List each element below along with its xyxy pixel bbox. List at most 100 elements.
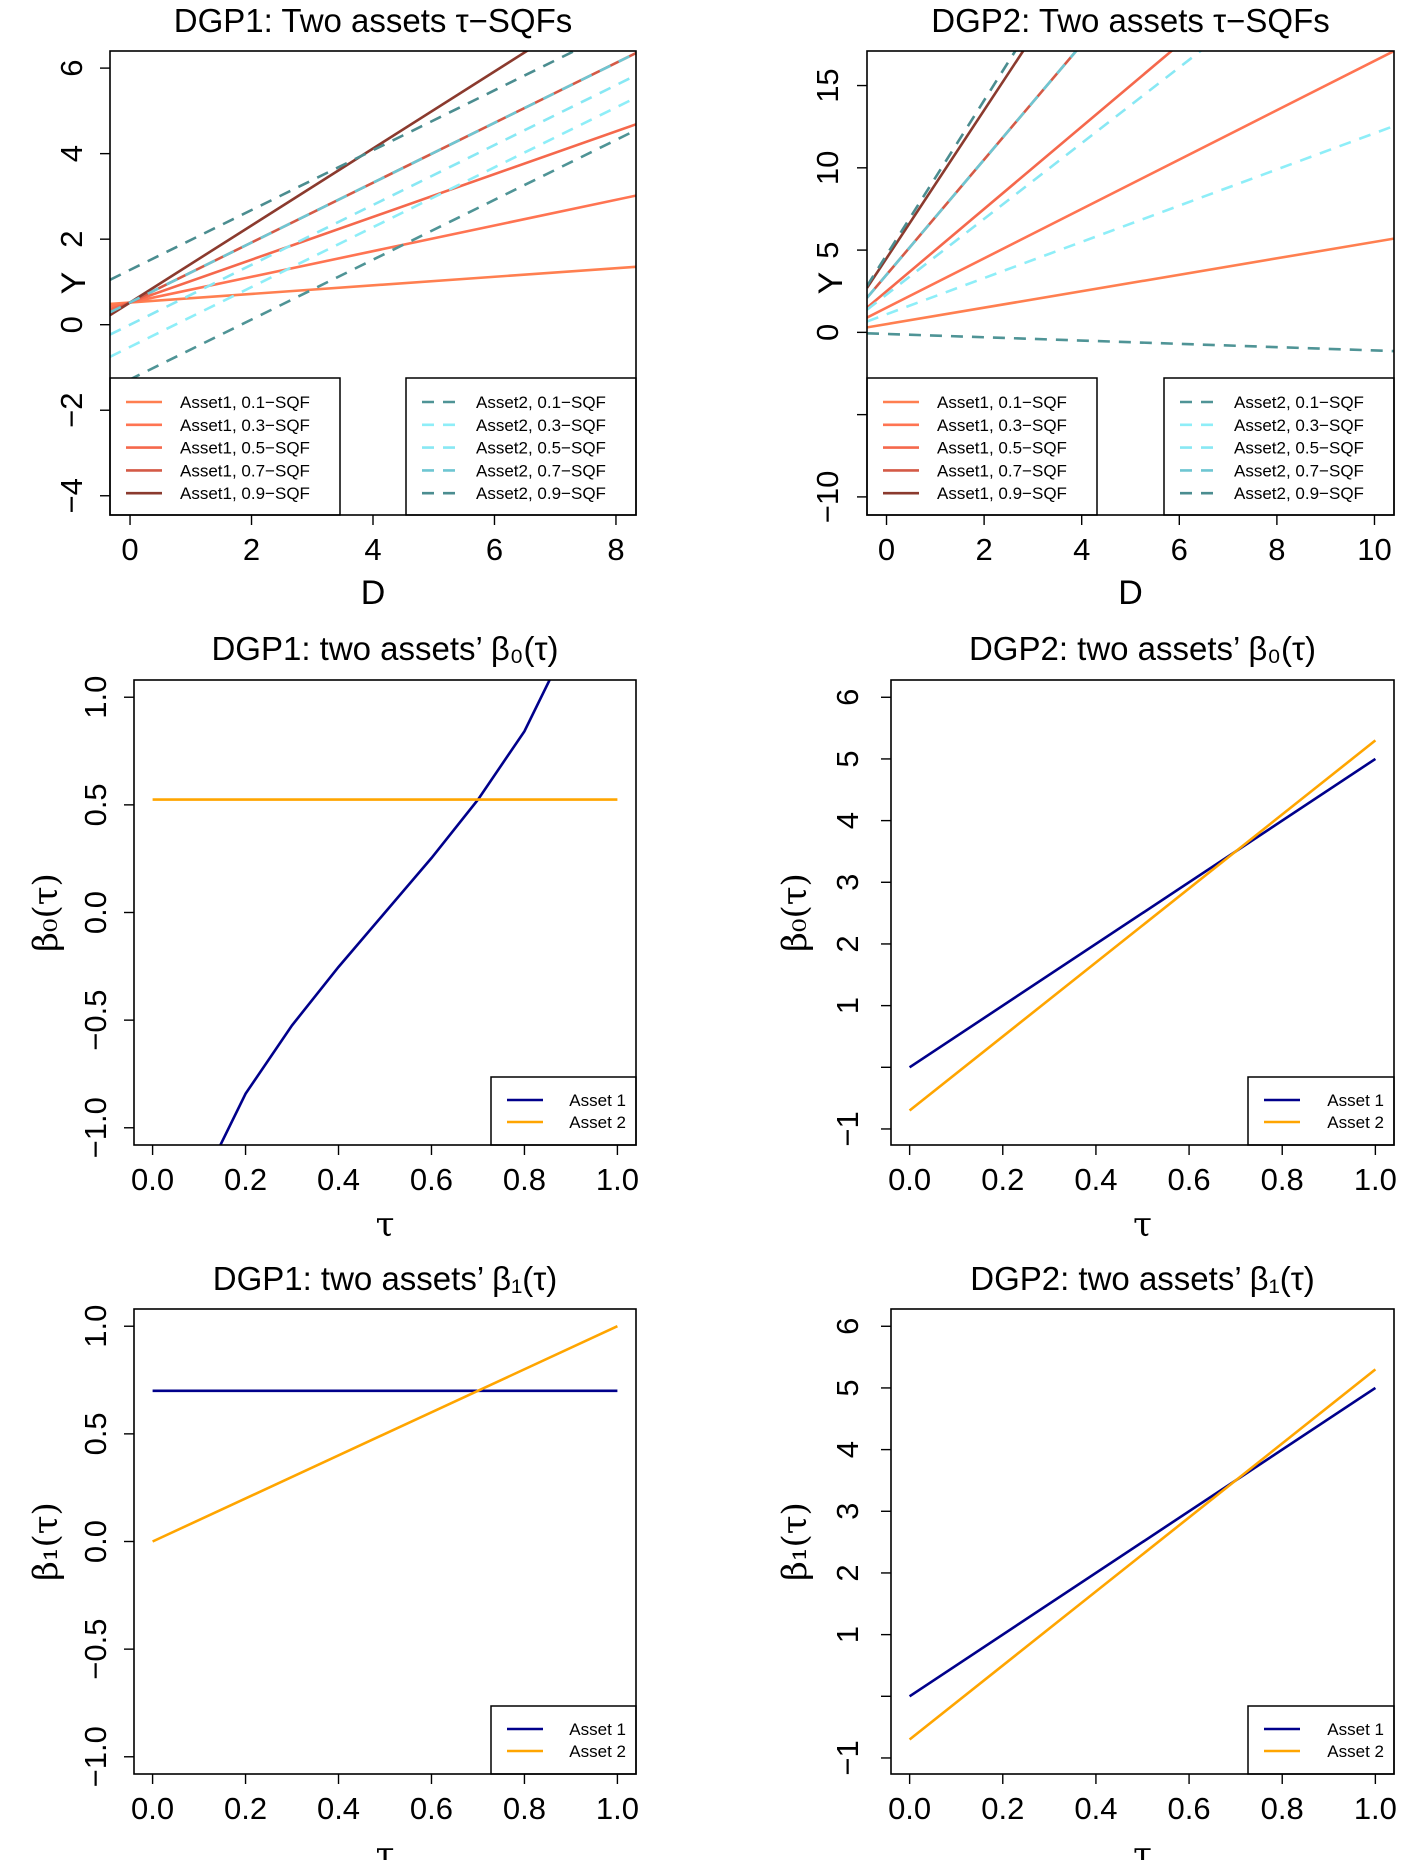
y-tick-label: 6 — [830, 1318, 865, 1335]
x-tick-label: 0.2 — [224, 1791, 267, 1826]
legend-label: Asset2, 0.3−SQF — [476, 416, 606, 435]
x-tick-label: 0.2 — [224, 1162, 267, 1197]
plot-frame — [866, 50, 1395, 516]
series-line-9 — [110, 51, 636, 314]
y-tick-label: 5 — [830, 750, 865, 767]
y-axis-label: Y — [55, 272, 93, 295]
legend-label: Asset1, 0.5−SQF — [180, 439, 310, 458]
legend-label: Asset2, 0.3−SQF — [1234, 416, 1364, 435]
legend-1: Asset 1 Asset 2 — [1247, 1705, 1395, 1775]
x-tick-label: 1.0 — [1354, 1791, 1397, 1826]
series-line-2 — [867, 51, 1394, 319]
y-axis: −10 0 5 10 15 Y — [810, 68, 867, 523]
legend-item: Asset 2 — [1264, 1742, 1384, 1761]
series-line-9 — [867, 51, 1078, 299]
legend-label: Asset2, 0.9−SQF — [476, 484, 606, 503]
y-axis-label: Y — [812, 272, 850, 295]
legend-label: Asset2, 0.9−SQF — [1234, 484, 1364, 503]
x-axis: 0.0 0.2 0.4 0.6 0.8 1.0 τ — [888, 1145, 1397, 1245]
chart-title: DGP2: two assets’ β₀(τ) — [969, 630, 1316, 667]
legend-box — [1247, 1076, 1395, 1146]
y-tick-label: 1.0 — [78, 1305, 113, 1348]
y-tick-label: −1 — [830, 1740, 865, 1775]
series-line-2 — [908, 739, 1377, 1112]
y-axis: −4 −2 0 2 4 6 Y — [54, 59, 110, 513]
y-tick-label: 1 — [830, 997, 865, 1014]
x-tick-label: 0.6 — [410, 1162, 453, 1197]
y-tick-label: −4 — [54, 478, 89, 513]
panel-5: DGP1: two assets’ β₁(τ) Asset 1 Asset 2 0.0… — [26, 1260, 639, 1860]
y-tick-label: 5 — [830, 1379, 865, 1396]
y-tick-label: 0.0 — [78, 891, 113, 934]
y-tick-label: 2 — [830, 1564, 865, 1581]
y-tick-label: 0 — [810, 324, 845, 341]
y-tick-label: 4 — [54, 145, 89, 162]
chart-title: DGP2: Two assets τ−SQFs — [931, 2, 1329, 39]
legend-item: Asset2, 0.3−SQF — [1180, 416, 1364, 435]
y-axis: −1 1 2 3 4 5 6 β₀(τ) — [775, 689, 891, 1147]
series-line-1 — [908, 757, 1377, 1069]
y-tick-label: 15 — [810, 68, 845, 102]
x-tick-label: 0.2 — [981, 1162, 1024, 1197]
series-line-1 — [867, 237, 1394, 329]
legend-item: Asset1, 0.3−SQF — [883, 416, 1067, 435]
legend-label: Asset2, 0.7−SQF — [476, 461, 606, 480]
legend-label: Asset2, 0.7−SQF — [1234, 461, 1364, 480]
legend-item: Asset 1 — [1264, 1091, 1384, 1110]
legend-label: Asset 1 — [569, 1720, 626, 1739]
series-line-10 — [110, 51, 578, 281]
y-tick-label: −10 — [810, 471, 845, 524]
legend-box — [490, 1705, 637, 1775]
panel-6: DGP2: two assets’ β₁(τ) Asset 1 Asset 2 0.0… — [775, 1260, 1397, 1860]
legend-label: Asset1, 0.9−SQF — [180, 484, 310, 503]
legend-label: Asset1, 0.1−SQF — [180, 393, 310, 412]
x-tick-label: 6 — [1171, 532, 1188, 567]
chart-title: DGP1: two assets’ β₁(τ) — [213, 1260, 558, 1297]
series-line-10 — [867, 51, 1017, 287]
y-axis-label: β₀(τ) — [26, 873, 66, 952]
legend-item: Asset2, 0.5−SQF — [1180, 439, 1364, 458]
legend-item: Asset1, 0.7−SQF — [126, 461, 310, 480]
legend-item: Asset 1 — [507, 1720, 626, 1739]
x-tick-label: 0.6 — [1168, 1791, 1211, 1826]
x-tick-label: 0.8 — [503, 1791, 546, 1826]
y-axis-label: β₁(τ) — [775, 1502, 815, 1581]
legend-item: Asset2, 0.7−SQF — [422, 461, 606, 480]
chart-title: DGP1: two assets’ β₀(τ) — [211, 630, 558, 667]
x-tick-label: 0.4 — [1074, 1162, 1117, 1197]
y-tick-label: 2 — [830, 935, 865, 952]
y-tick-label: −0.5 — [78, 990, 113, 1051]
x-tick-label: 0.8 — [503, 1162, 546, 1197]
y-tick-label: 2 — [54, 231, 89, 248]
y-tick-label: 4 — [830, 812, 865, 829]
legend-label: Asset 2 — [569, 1113, 626, 1132]
plot-frame — [890, 679, 1395, 1146]
legend-item: Asset 1 — [1264, 1720, 1384, 1739]
legend-label: Asset2, 0.1−SQF — [476, 393, 606, 412]
legend-box — [490, 1076, 637, 1146]
legend-label: Asset2, 0.5−SQF — [1234, 439, 1364, 458]
series-line-3 — [867, 51, 1174, 309]
y-tick-label: −1.0 — [78, 1097, 113, 1158]
legend-1: Asset 1 Asset 2 — [490, 1705, 637, 1775]
x-tick-label: 0.4 — [317, 1162, 360, 1197]
legend-item: Asset2, 0.9−SQF — [1180, 484, 1364, 503]
legend-label: Asset 2 — [569, 1742, 626, 1761]
series-group — [867, 51, 1394, 353]
legend-label: Asset 1 — [569, 1091, 626, 1110]
y-tick-label: 1 — [830, 1626, 865, 1643]
y-tick-label: 0.5 — [78, 783, 113, 826]
x-tick-label: 2 — [975, 532, 992, 567]
legend-label: Asset1, 0.3−SQF — [180, 416, 310, 435]
x-tick-label: 0.0 — [131, 1791, 174, 1826]
series-line-3 — [110, 123, 636, 311]
x-tick-label: 0.8 — [1261, 1162, 1304, 1197]
x-axis: 0.0 0.2 0.4 0.6 0.8 1.0 τ — [888, 1774, 1397, 1860]
y-tick-label: 6 — [830, 689, 865, 706]
x-axis-label: D — [361, 574, 386, 612]
legend-label: Asset 1 — [1327, 1720, 1384, 1739]
x-tick-label: 0.6 — [410, 1791, 453, 1826]
legend-item: Asset1, 0.9−SQF — [883, 484, 1067, 503]
x-axis-label: τ — [376, 1205, 395, 1245]
